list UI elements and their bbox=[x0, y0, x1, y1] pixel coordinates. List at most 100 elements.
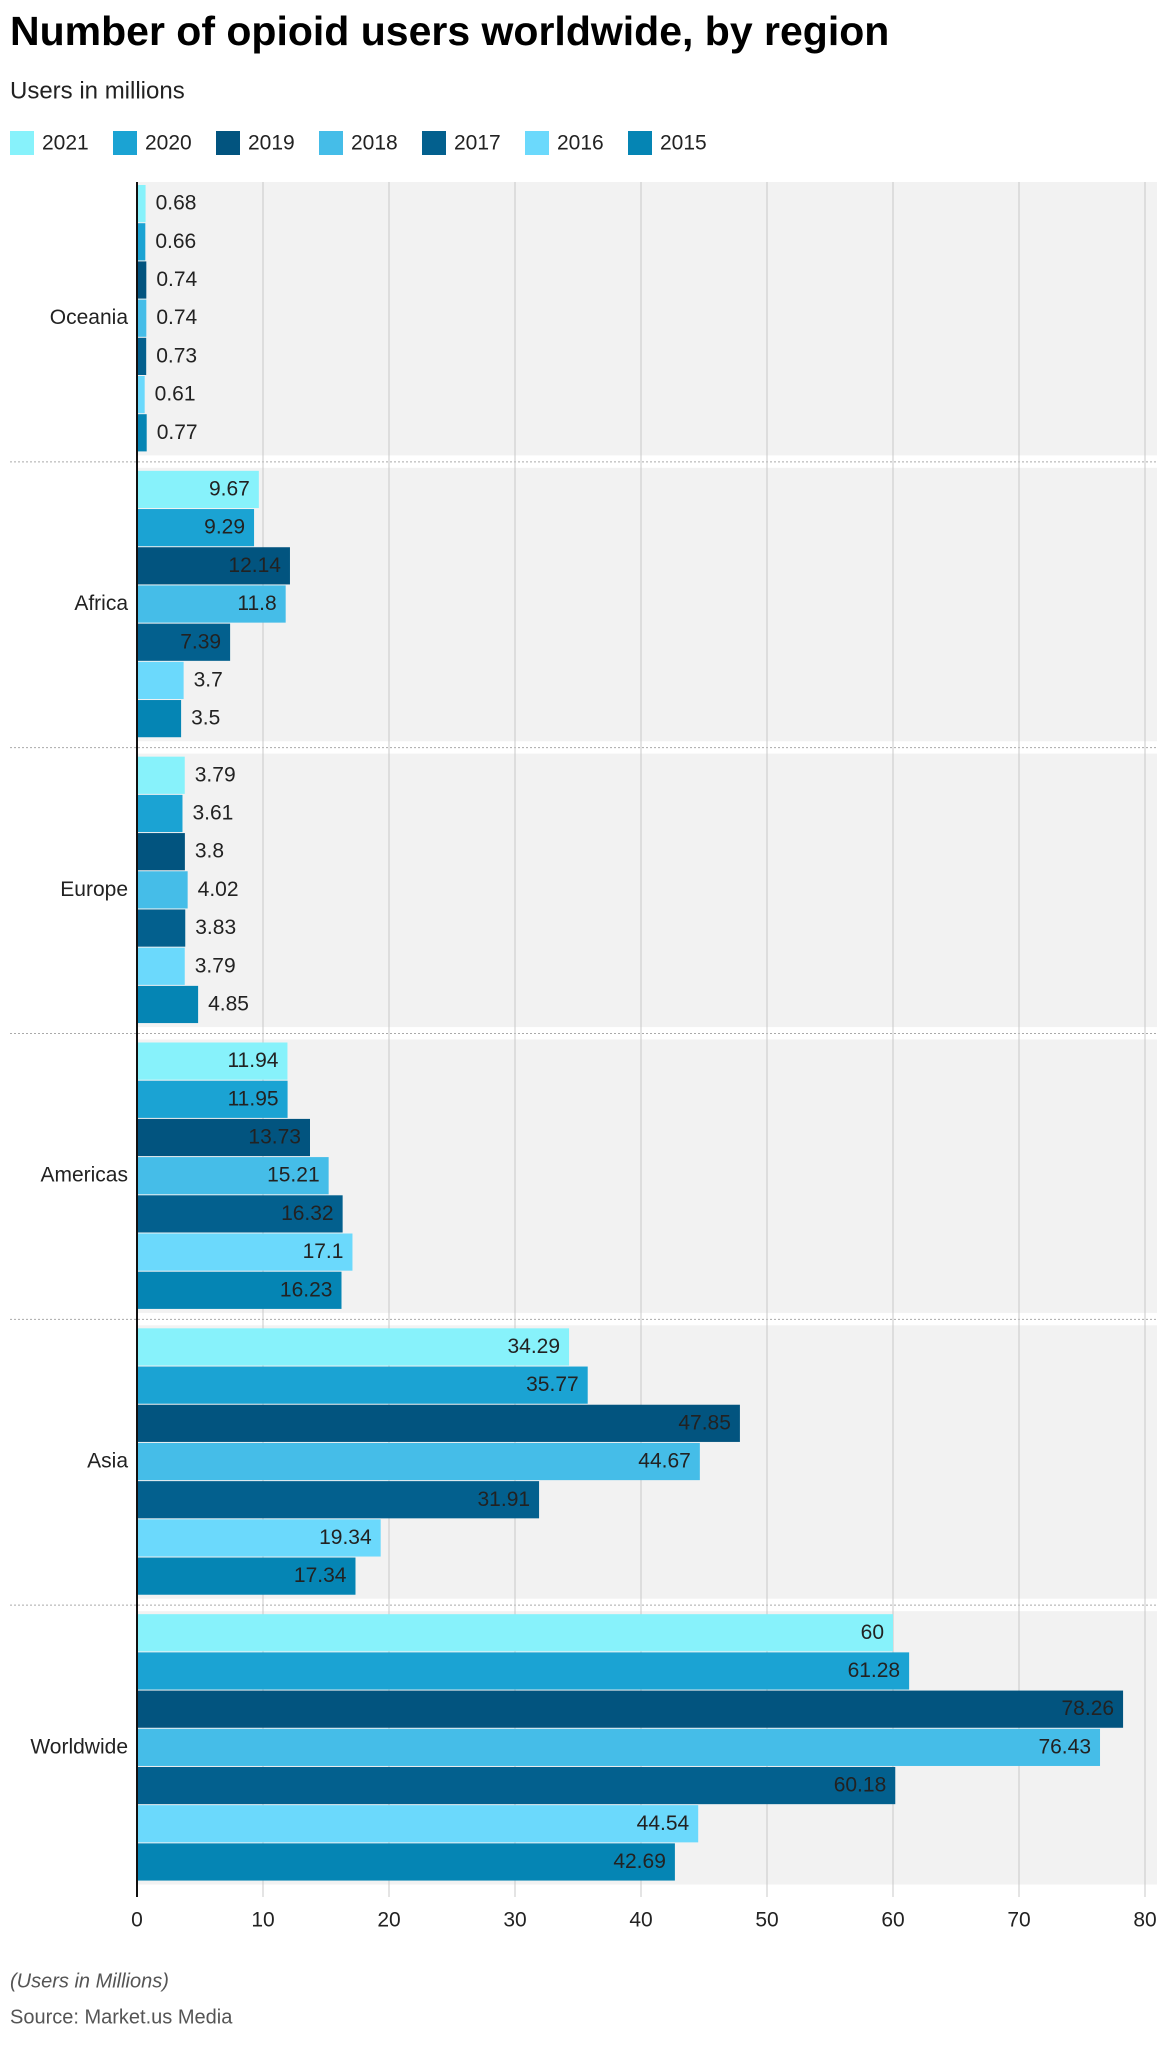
y-tick-label: Oceania bbox=[50, 306, 129, 329]
data-label: 4.02 bbox=[198, 878, 239, 901]
x-tick-label: 30 bbox=[503, 1909, 526, 1932]
legend-swatch bbox=[10, 131, 34, 155]
bar bbox=[137, 1557, 356, 1595]
legend-label: 2020 bbox=[145, 132, 192, 155]
data-label: 31.91 bbox=[478, 1488, 531, 1511]
bar bbox=[137, 1271, 342, 1309]
x-tick-label: 80 bbox=[1133, 1909, 1156, 1932]
data-label: 3.61 bbox=[192, 802, 233, 825]
data-label: 78.26 bbox=[1062, 1697, 1115, 1720]
data-label: 3.83 bbox=[195, 916, 236, 939]
x-tick-label: 40 bbox=[629, 1909, 652, 1932]
data-label: 9.29 bbox=[204, 516, 245, 539]
data-label: 44.67 bbox=[638, 1450, 691, 1473]
data-label: 76.43 bbox=[1038, 1735, 1091, 1758]
legend-label: 2017 bbox=[454, 132, 501, 155]
y-tick-label: Europe bbox=[60, 878, 128, 901]
bar bbox=[137, 756, 185, 794]
data-label: 35.77 bbox=[526, 1373, 579, 1396]
data-label: 7.39 bbox=[180, 630, 221, 653]
bar bbox=[137, 414, 147, 452]
bar bbox=[137, 509, 255, 547]
legend-label: 2016 bbox=[557, 132, 604, 155]
legend-swatch bbox=[113, 131, 137, 155]
bar bbox=[137, 547, 290, 585]
bar bbox=[137, 1118, 310, 1157]
data-label: 16.32 bbox=[281, 1202, 334, 1225]
chart-subtitle: Users in millions bbox=[10, 77, 185, 104]
bar bbox=[137, 1233, 353, 1271]
bar bbox=[137, 661, 184, 700]
band-background bbox=[137, 182, 1157, 456]
bar bbox=[137, 1766, 896, 1805]
bar bbox=[137, 1157, 329, 1195]
bar bbox=[137, 1195, 343, 1233]
bar bbox=[137, 1614, 893, 1652]
bar bbox=[137, 1328, 570, 1366]
bar bbox=[137, 1843, 675, 1881]
data-label: 9.67 bbox=[209, 477, 250, 500]
data-label: 0.77 bbox=[157, 421, 198, 444]
data-label: 44.54 bbox=[637, 1812, 690, 1835]
data-label: 3.8 bbox=[195, 840, 224, 863]
legend-swatch bbox=[422, 131, 446, 155]
bar bbox=[137, 1366, 588, 1404]
legend-label: 2018 bbox=[351, 132, 398, 155]
bar bbox=[137, 794, 183, 833]
bar bbox=[137, 623, 231, 661]
data-label: 3.79 bbox=[195, 954, 236, 977]
bar bbox=[137, 700, 182, 738]
bar bbox=[137, 1442, 700, 1481]
legend-swatch bbox=[525, 131, 549, 155]
y-tick-label: Africa bbox=[74, 592, 128, 615]
data-label: 12.14 bbox=[228, 554, 281, 577]
data-label: 42.69 bbox=[613, 1850, 666, 1873]
bar bbox=[137, 337, 147, 375]
y-tick-label: Asia bbox=[87, 1450, 128, 1473]
bar bbox=[137, 261, 147, 299]
bar bbox=[137, 1728, 1101, 1766]
data-label: 0.61 bbox=[155, 383, 196, 406]
bar bbox=[137, 299, 147, 337]
y-tick-label: Americas bbox=[40, 1164, 128, 1187]
data-label: 15.21 bbox=[267, 1164, 320, 1187]
data-label: 16.23 bbox=[280, 1278, 333, 1301]
x-tick-label: 20 bbox=[377, 1909, 400, 1932]
data-label: 0.73 bbox=[156, 344, 197, 367]
data-label: 34.29 bbox=[507, 1335, 560, 1358]
bar bbox=[137, 909, 186, 947]
data-label: 17.1 bbox=[303, 1240, 344, 1263]
bar bbox=[137, 947, 185, 985]
data-label: 11.8 bbox=[237, 592, 276, 615]
bar bbox=[137, 585, 286, 623]
bar bbox=[137, 1690, 1124, 1728]
legend-label: 2021 bbox=[42, 132, 89, 155]
chart-title: Number of opioid users worldwide, by reg… bbox=[10, 8, 889, 54]
data-label: 0.66 bbox=[155, 230, 196, 253]
data-label: 11.95 bbox=[228, 1087, 279, 1110]
data-label: 60.18 bbox=[834, 1774, 887, 1797]
bar bbox=[137, 1080, 288, 1118]
x-tick-label: 60 bbox=[881, 1909, 904, 1932]
bar bbox=[137, 1404, 740, 1442]
source: Source: Market.us Media bbox=[10, 2006, 233, 2028]
x-tick-label: 70 bbox=[1007, 1909, 1030, 1932]
data-label: 4.85 bbox=[208, 993, 249, 1016]
data-label: 61.28 bbox=[848, 1659, 901, 1682]
bar bbox=[137, 185, 146, 223]
data-label: 47.85 bbox=[678, 1411, 731, 1434]
data-label: 0.68 bbox=[156, 192, 197, 215]
legend-swatch bbox=[319, 131, 343, 155]
data-label: 60 bbox=[861, 1621, 884, 1644]
x-tick-label: 0 bbox=[131, 1909, 143, 1932]
bar bbox=[137, 1042, 288, 1080]
bar bbox=[137, 1519, 381, 1557]
legend-swatch bbox=[216, 131, 240, 155]
x-tick-label: 10 bbox=[251, 1909, 274, 1932]
data-label: 3.7 bbox=[194, 668, 223, 691]
bar bbox=[137, 376, 145, 414]
band-background bbox=[137, 467, 1157, 742]
bar bbox=[137, 1805, 699, 1843]
bar bbox=[137, 833, 185, 871]
